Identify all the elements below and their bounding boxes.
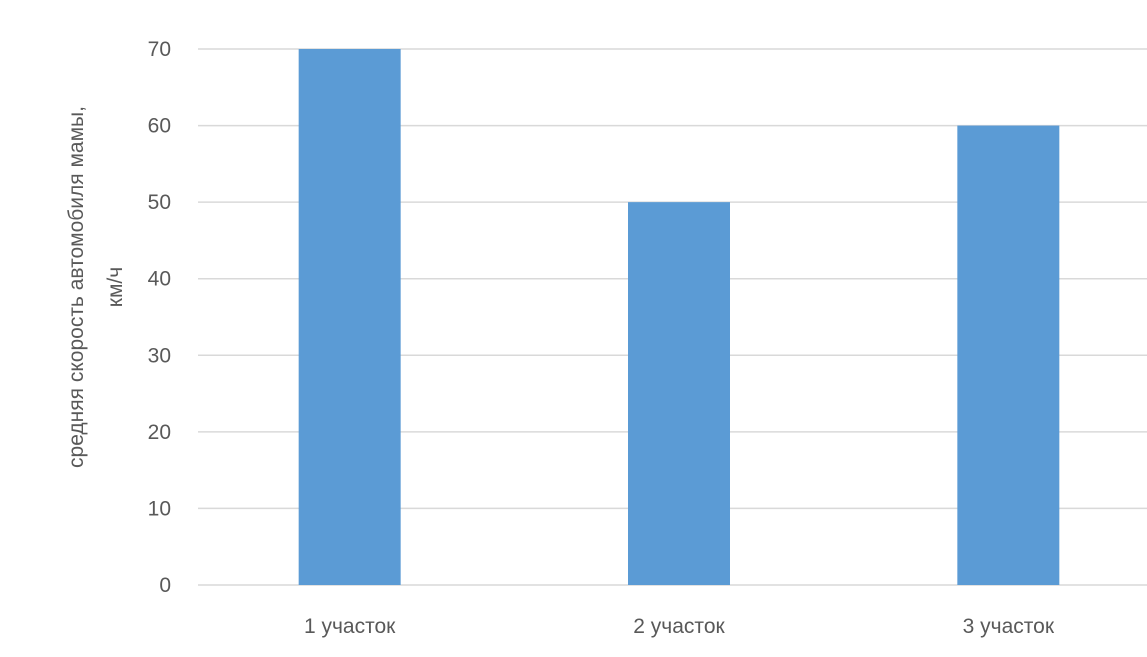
y-tick-label: 10 <box>148 497 171 520</box>
y-tick-label: 0 <box>159 574 171 597</box>
y-tick-label: 20 <box>148 421 171 444</box>
x-tick-label: 2 участок <box>633 615 725 638</box>
y-tick-label: 40 <box>148 268 171 291</box>
y-tick-label: 60 <box>148 115 171 138</box>
bars <box>298 49 1060 586</box>
y-axis-title-line-1: средняя скорость автомобиля мамы, <box>65 106 88 468</box>
x-tick-label: 1 участок <box>304 615 396 638</box>
y-axis-title: средняя скорость автомобиля мамы, км/ч <box>65 106 127 468</box>
bar <box>298 49 401 585</box>
y-tick-label: 30 <box>148 344 171 367</box>
bar <box>628 202 730 585</box>
x-axis-tick-labels: 1 участок 2 участок 3 участок <box>304 615 1055 638</box>
y-axis-title-line-2: км/ч <box>104 267 127 307</box>
x-tick-label: 3 участок <box>963 615 1055 638</box>
y-axis-tick-labels: 0 10 20 30 40 50 60 70 <box>148 38 171 597</box>
bar <box>957 125 1060 586</box>
y-tick-label: 70 <box>148 38 171 61</box>
y-tick-label: 50 <box>148 191 171 214</box>
